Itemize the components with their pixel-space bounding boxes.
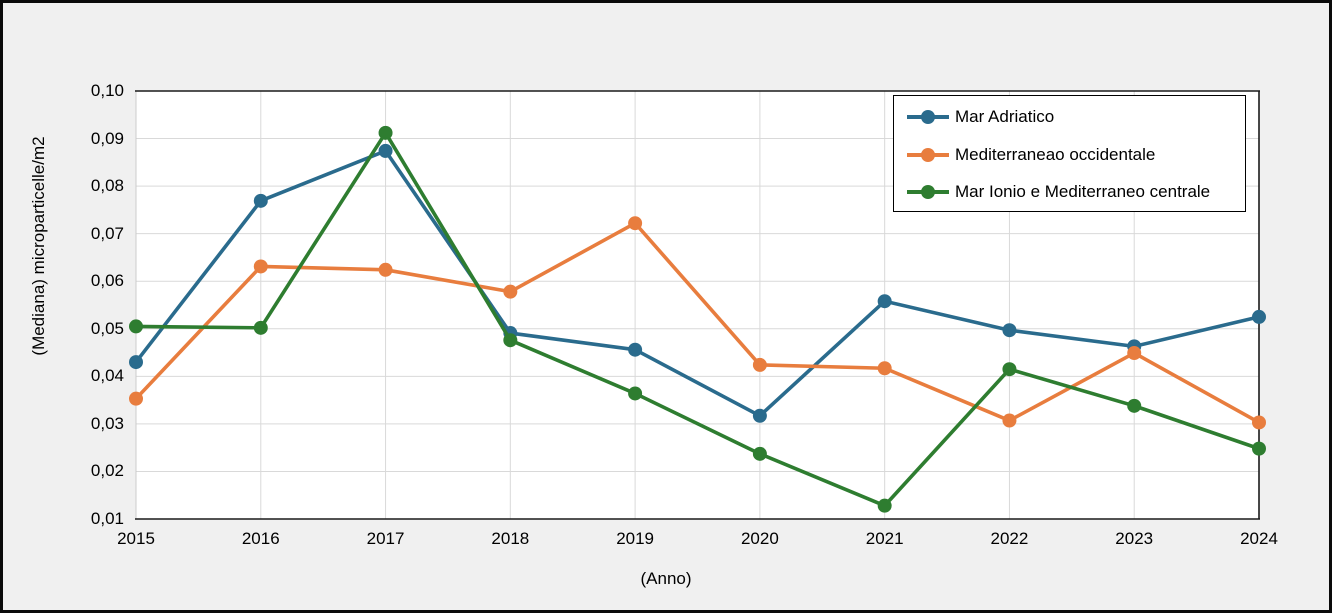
y-tick-label: 0,08	[90, 176, 124, 196]
series-line-2	[134, 131, 1261, 508]
data-point-marker	[503, 333, 518, 348]
y-tick-label: 0,03	[90, 413, 124, 433]
data-point-marker	[628, 216, 643, 231]
legend-item-mediterraneao-occidentale: Mediterraneao occidentale	[907, 136, 1245, 174]
data-point-marker	[1127, 346, 1142, 361]
y-tick-label: 0,01	[90, 509, 124, 528]
data-point-marker	[253, 259, 268, 274]
x-tick-label: 2018	[491, 529, 530, 548]
chart-legend: Mar Adriatico Mediterraneao occidentale …	[893, 95, 1246, 212]
data-point-marker	[378, 262, 393, 277]
legend-label: Mar Adriatico	[955, 106, 1055, 126]
data-point-marker	[378, 125, 393, 140]
data-point-marker	[253, 320, 268, 335]
data-point-marker	[752, 446, 767, 461]
legend-label: Mar Ionio e Mediterraneo centrale	[955, 182, 1211, 202]
data-point-marker	[129, 391, 143, 406]
data-point-marker	[378, 143, 393, 158]
data-point-marker	[877, 498, 892, 513]
x-axis-title: (Anno)	[640, 569, 692, 588]
data-point-marker	[1127, 398, 1142, 413]
legend-marker-icon	[907, 147, 949, 162]
data-point-marker	[253, 193, 268, 208]
x-tick-label: 2015	[117, 529, 155, 548]
data-point-marker	[752, 357, 767, 372]
y-tick-label: 0,09	[90, 128, 124, 148]
y-tick-label: 0,05	[90, 318, 124, 338]
data-point-marker	[877, 361, 892, 376]
data-point-marker	[877, 294, 892, 309]
x-tick-label: 2022	[990, 529, 1029, 548]
x-tick-label: 2016	[241, 529, 280, 548]
legend-marker-icon	[907, 185, 949, 200]
x-tick-label: 2023	[1115, 529, 1154, 548]
x-tick-label: 2021	[865, 529, 904, 548]
legend-item-mar-ionio-mediterraneo-centrale: Mar Ionio e Mediterraneo centrale	[907, 173, 1245, 211]
data-point-marker	[1002, 323, 1017, 338]
legend-marker-icon	[907, 109, 949, 124]
data-point-marker	[129, 319, 143, 334]
x-tick-label: 2024	[1240, 529, 1278, 548]
data-point-marker	[1002, 362, 1017, 377]
y-axis-title: (Mediana) microparticelle/m2	[29, 136, 48, 356]
x-tick-label: 2017	[366, 529, 405, 548]
y-tick-label: 0,10	[90, 81, 124, 100]
legend-item-mar-adriatico: Mar Adriatico	[907, 98, 1245, 136]
data-point-marker	[628, 342, 643, 357]
x-tick-label: 2019	[616, 529, 655, 548]
data-point-marker	[1252, 309, 1266, 324]
data-point-marker	[752, 408, 767, 423]
series-line-0	[134, 149, 1261, 418]
data-point-marker	[503, 284, 518, 299]
y-tick-label: 0,02	[90, 461, 124, 481]
y-tick-label: 0,07	[90, 223, 124, 243]
legend-label: Mediterraneao occidentale	[955, 144, 1156, 164]
data-point-marker	[1002, 413, 1017, 428]
data-point-marker	[1252, 415, 1266, 430]
data-point-marker	[129, 355, 143, 370]
data-point-marker	[628, 386, 643, 401]
data-point-marker	[1252, 441, 1266, 456]
x-tick-label: 2020	[740, 529, 779, 548]
y-tick-label: 0,04	[90, 366, 124, 386]
y-tick-label: 0,06	[90, 271, 124, 291]
